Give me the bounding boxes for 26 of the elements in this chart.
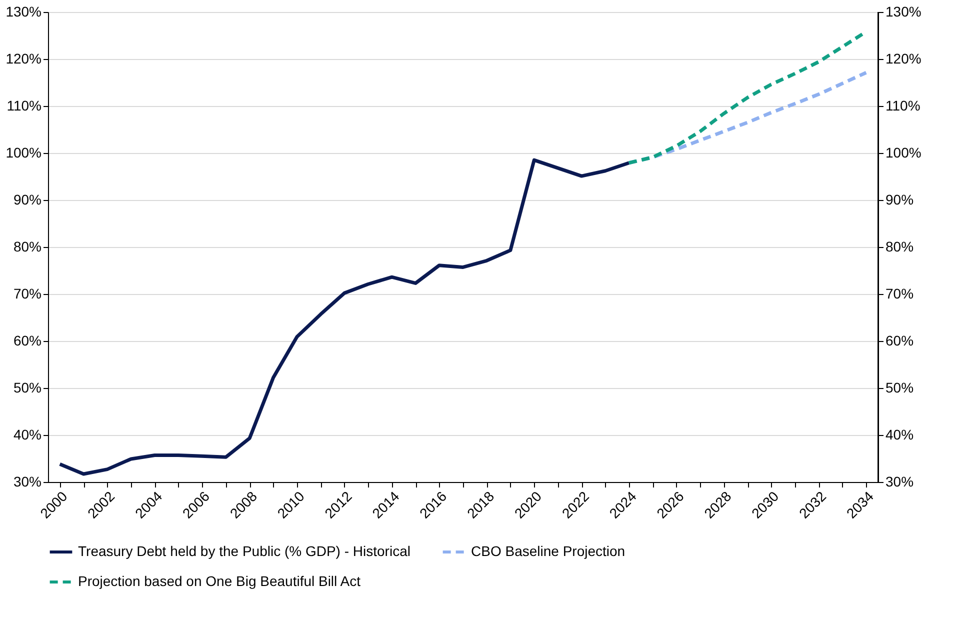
y-tick-label: 50% bbox=[13, 380, 42, 396]
y2-tick-label: 70% bbox=[886, 286, 914, 302]
y2-tick-label: 100% bbox=[886, 144, 922, 160]
y2-tick-label: 120% bbox=[886, 50, 922, 66]
y-tick-label: 130% bbox=[6, 4, 42, 20]
y-tick-label: 60% bbox=[13, 332, 42, 348]
y2-tick-label: 110% bbox=[886, 98, 920, 114]
y2-tick-label: 80% bbox=[886, 238, 914, 254]
y2-tick-label: 60% bbox=[886, 332, 914, 348]
y-tick-label: 100% bbox=[6, 144, 42, 160]
y2-tick-label: 130% bbox=[886, 4, 922, 20]
y2-tick-label: 50% bbox=[886, 380, 914, 396]
y2-tick-label: 30% bbox=[886, 474, 914, 490]
legend-label: CBO Baseline Projection bbox=[471, 543, 626, 559]
y-tick-label: 120% bbox=[6, 50, 42, 66]
y-tick-label: 70% bbox=[13, 286, 42, 302]
legend-label: Projection based on One Big Beautiful Bill Act bbox=[78, 573, 361, 589]
y-tick-label: 40% bbox=[13, 426, 42, 442]
line-series bbox=[58, 158, 631, 476]
y-tick-label: 90% bbox=[13, 192, 42, 208]
y-tick-label: 80% bbox=[13, 238, 42, 254]
y2-tick-label: 90% bbox=[886, 192, 914, 208]
y-tick-label: 110% bbox=[6, 98, 42, 114]
legend-label: Treasury Debt held by the Public (% GDP) - Historical bbox=[78, 543, 410, 559]
y2-tick-label: 40% bbox=[886, 426, 914, 442]
y-tick-label: 30% bbox=[13, 474, 42, 490]
